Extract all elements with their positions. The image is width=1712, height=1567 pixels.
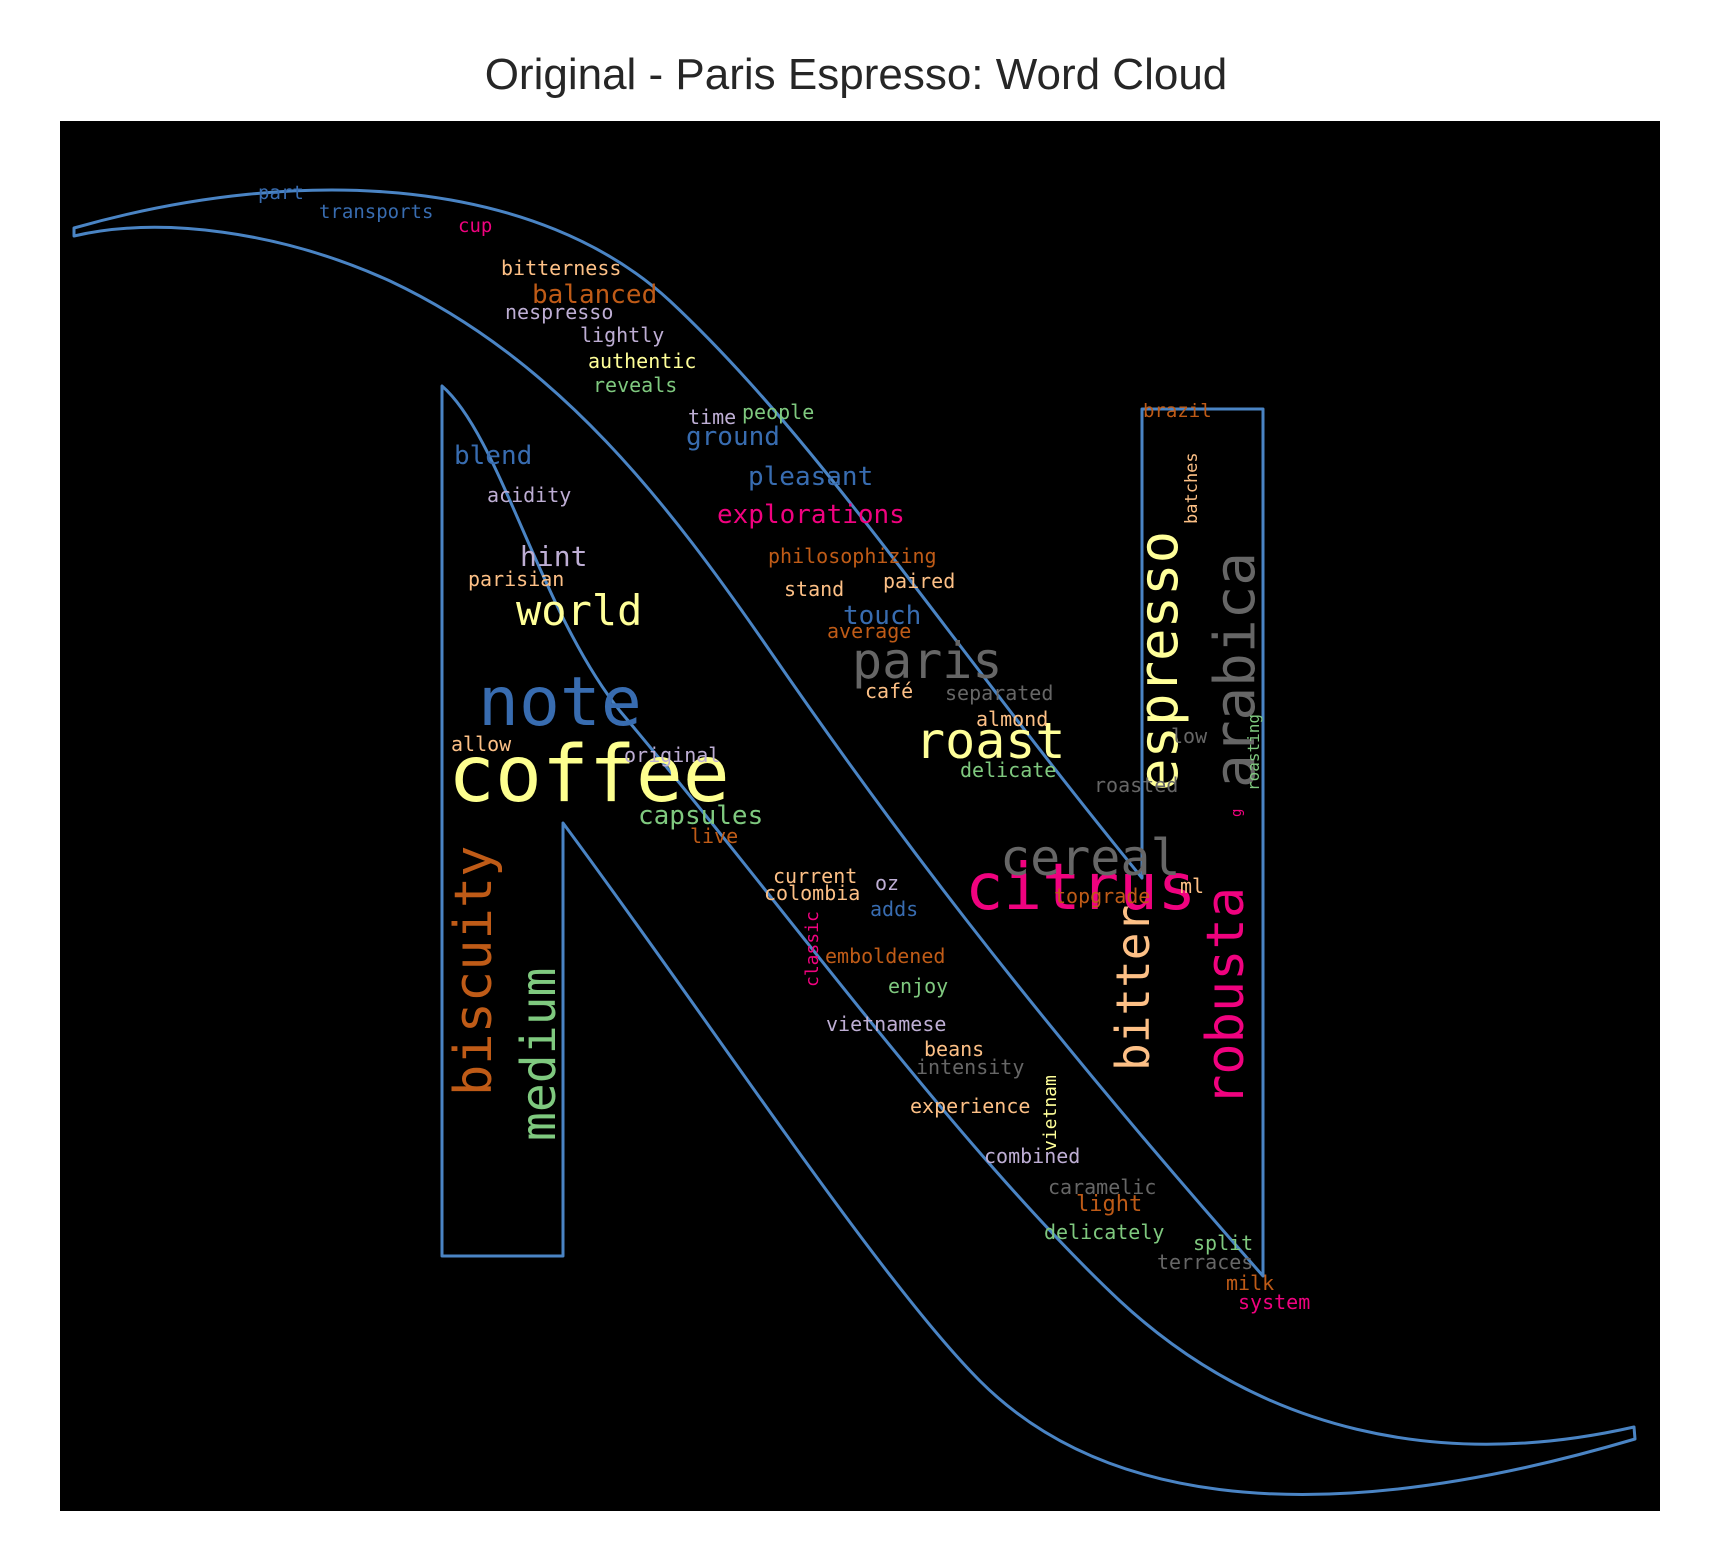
word-classic: classic bbox=[802, 911, 823, 987]
word-emboldened: emboldened bbox=[825, 944, 946, 968]
top-swoosh-outline bbox=[72, 188, 1265, 1278]
word-lightly: lightly bbox=[580, 323, 665, 347]
word-topgrade: topgrade bbox=[1054, 884, 1151, 908]
word-stand: stand bbox=[784, 577, 845, 601]
word-reveals: reveals bbox=[593, 373, 678, 397]
word-bitter: bitter bbox=[1106, 904, 1160, 1071]
word-time: time bbox=[688, 405, 737, 429]
word-terraces: terraces bbox=[1157, 1250, 1254, 1274]
word-cereal: cereal bbox=[1000, 829, 1181, 887]
word-original: original bbox=[624, 743, 721, 767]
word-current: current bbox=[773, 864, 858, 888]
word-bitterness: bitterness bbox=[501, 256, 622, 280]
word-capsules: capsules bbox=[638, 801, 764, 831]
word-explorations: explorations bbox=[717, 500, 905, 530]
word-beans: beans bbox=[924, 1037, 985, 1061]
word-paris: paris bbox=[852, 632, 1003, 690]
word-batches: batches bbox=[1182, 452, 1202, 524]
word-medium: medium bbox=[511, 967, 567, 1141]
word-authentic: authentic bbox=[588, 349, 697, 373]
word-cafe: café bbox=[865, 679, 914, 703]
word-roast: roast bbox=[915, 712, 1066, 770]
word-world: world bbox=[516, 586, 643, 635]
word-blend: blend bbox=[454, 441, 533, 471]
word-paired: paired bbox=[883, 569, 956, 593]
word-transports: transports bbox=[319, 201, 434, 223]
word-system: system bbox=[1238, 1290, 1311, 1314]
word-enjoy: enjoy bbox=[888, 974, 949, 998]
word-split: split bbox=[1193, 1231, 1254, 1255]
word-balanced: balanced bbox=[532, 280, 658, 310]
word-delicately: delicately bbox=[1044, 1220, 1165, 1244]
word-biscuity: biscuity bbox=[444, 845, 504, 1096]
word-adds: adds bbox=[870, 897, 919, 921]
word-roasted: roasted bbox=[1094, 773, 1179, 797]
word-milk: milk bbox=[1226, 1271, 1275, 1295]
word-nespresso: nespresso bbox=[505, 300, 614, 324]
word-people: people bbox=[742, 400, 815, 424]
word-live: live bbox=[690, 824, 739, 848]
word-delicate: delicate bbox=[960, 758, 1057, 782]
word-cup: cup bbox=[458, 215, 493, 237]
word-note: note bbox=[478, 663, 642, 742]
word-hint: hint bbox=[520, 540, 588, 573]
word-espresso: espresso bbox=[1127, 530, 1190, 791]
word-acidity: acidity bbox=[487, 483, 572, 507]
word-touch: touch bbox=[843, 601, 922, 631]
word-vietnam: vietnam bbox=[1040, 1075, 1061, 1151]
word-separated: separated bbox=[945, 681, 1054, 705]
word-pleasant: pleasant bbox=[748, 462, 874, 492]
word-combined: combined bbox=[984, 1144, 1081, 1168]
word-colombia: colombia bbox=[764, 881, 861, 905]
word-average: average bbox=[827, 619, 912, 643]
word-caramelic: caramelic bbox=[1048, 1175, 1157, 1199]
word-intensity: intensity bbox=[916, 1055, 1025, 1079]
word-almond: almond bbox=[976, 707, 1049, 731]
word-oz: oz bbox=[875, 871, 900, 895]
word-g: g bbox=[1229, 808, 1245, 817]
word-allow: allow bbox=[451, 732, 512, 756]
word-light: light bbox=[1076, 1192, 1143, 1217]
chart-title: Original - Paris Espresso: Word Cloud bbox=[484, 50, 1228, 99]
word-robusta: robusta bbox=[1196, 886, 1256, 1106]
n-logo-outline bbox=[72, 188, 1637, 1496]
word-vietnamese: vietnamese bbox=[826, 1012, 947, 1036]
word-citrus: citrus bbox=[965, 851, 1197, 925]
word-philosophizing: philosophizing bbox=[768, 544, 937, 568]
word-ml: ml bbox=[1180, 874, 1205, 898]
word-roasting: roasting bbox=[1244, 713, 1263, 791]
word-cloud-canvas: coffee note citrus arabica espresso robu… bbox=[60, 121, 1660, 1511]
word-part: part bbox=[258, 182, 304, 204]
bottom-swoosh-outline bbox=[440, 384, 1637, 1496]
word-ground: ground bbox=[686, 422, 780, 452]
word-brazil: brazil bbox=[1143, 400, 1212, 422]
word-low: low bbox=[1171, 724, 1208, 748]
word-parisian: parisian bbox=[468, 567, 565, 591]
word-coffee: coffee bbox=[448, 730, 730, 820]
word-experience: experience bbox=[910, 1094, 1031, 1118]
